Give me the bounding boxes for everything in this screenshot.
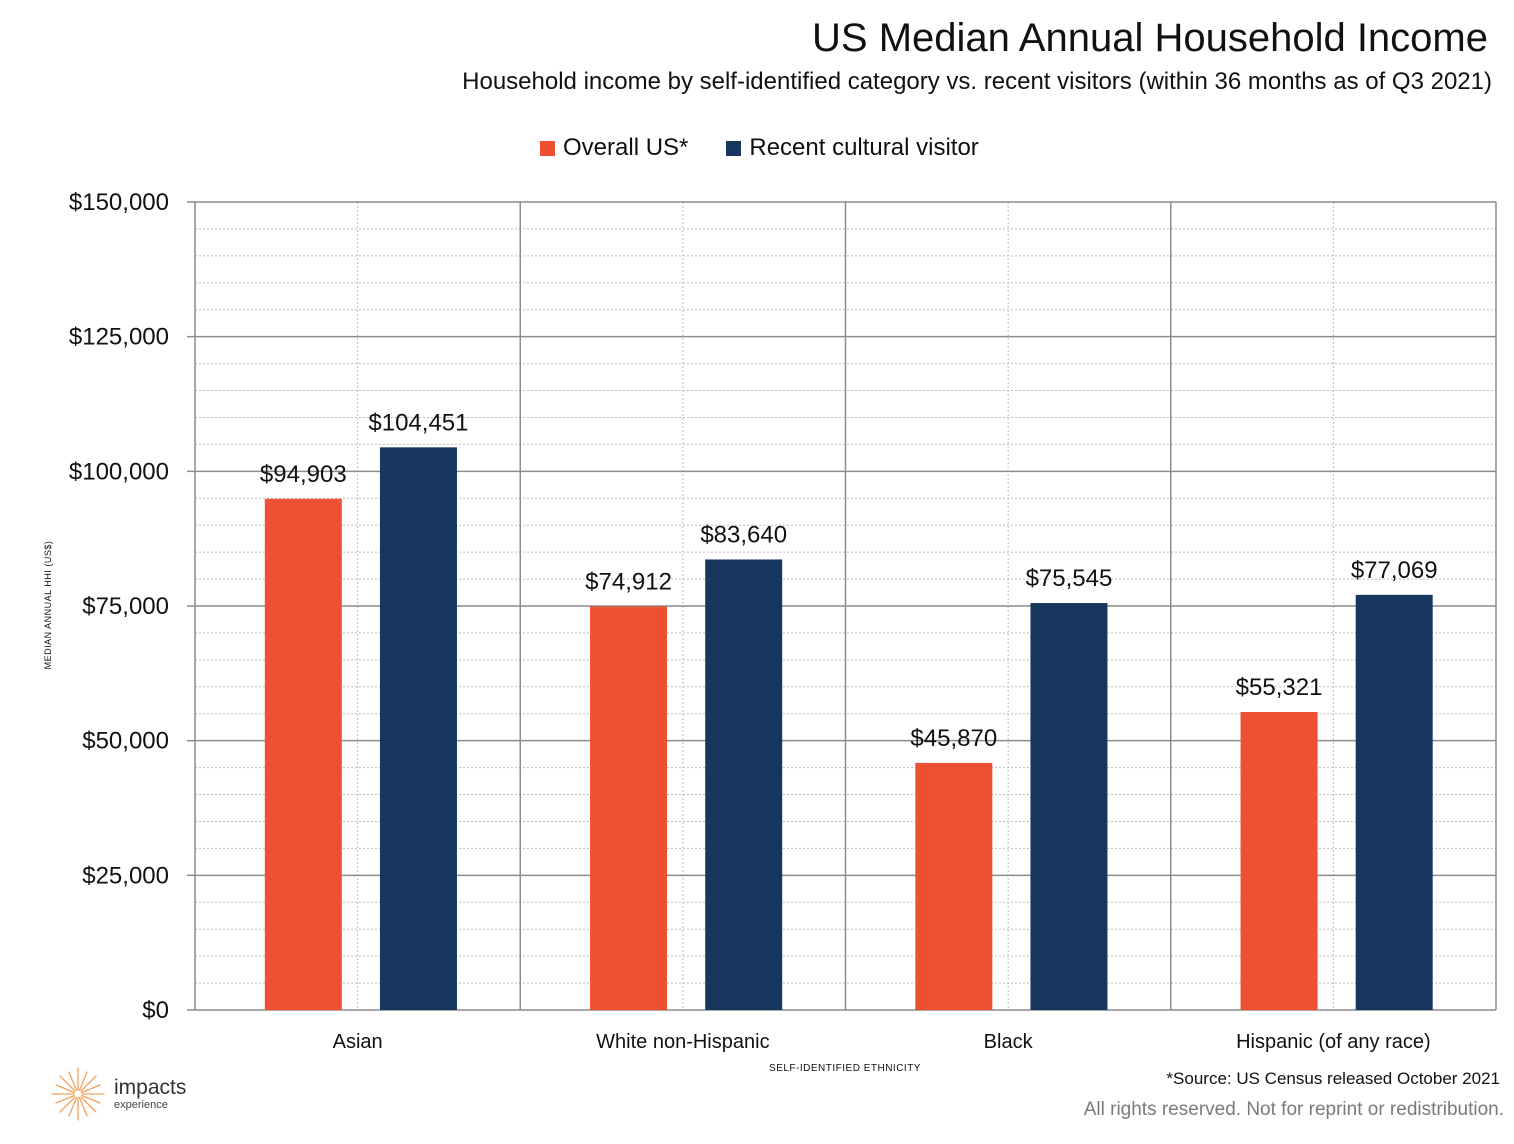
bar-value-label: $75,545 — [1026, 565, 1113, 592]
y-axis-label: MEDIAN ANNUAL HHI (US$) — [43, 540, 53, 670]
y-tick-label: $125,000 — [69, 324, 169, 351]
bar-value-label: $83,640 — [700, 521, 787, 548]
bar-value-label: $74,912 — [585, 568, 672, 595]
chart-subtitle: Household income by self-identified cate… — [462, 68, 1492, 95]
logo-subword: experience — [114, 1099, 168, 1111]
rights-note: All rights reserved. Not for reprint or … — [1083, 1099, 1504, 1120]
y-tick-label: $100,000 — [69, 458, 169, 485]
impacts-logo: impacts experience — [48, 1064, 186, 1124]
y-tick-label: $0 — [142, 997, 169, 1024]
legend-swatch-visitor — [726, 140, 742, 156]
bar-overall — [915, 762, 993, 1010]
sunburst-icon — [51, 1067, 105, 1121]
chart-title: US Median Annual Household Income — [812, 16, 1488, 60]
source-note: *Source: US Census released October 2021 — [1166, 1069, 1500, 1088]
legend: Overall US* Recent cultural visitor — [540, 134, 1017, 162]
legend-label-overall: Overall US* — [563, 134, 689, 161]
bar-value-label: $94,903 — [260, 461, 347, 488]
legend-label-visitor: Recent cultural visitor — [749, 134, 979, 161]
bar-overall — [264, 498, 342, 1010]
x-axis-label: SELF-IDENTIFIED ETHNICITY — [769, 1063, 921, 1074]
bar-value-label: $55,321 — [1236, 674, 1323, 701]
bar-visitor — [1030, 603, 1108, 1010]
y-tick-label: $50,000 — [82, 728, 169, 755]
bar-value-label: $45,870 — [910, 725, 997, 752]
y-tick-label: $150,000 — [69, 189, 169, 216]
legend-item-overall: Overall US* — [540, 134, 688, 162]
bar-overall — [1240, 712, 1318, 1010]
x-tick-label: White non-Hispanic — [596, 1031, 769, 1053]
bar-value-label: $77,069 — [1351, 557, 1438, 584]
logo-word: impacts — [114, 1076, 187, 1099]
legend-swatch-overall — [540, 140, 555, 156]
y-tick-label: $25,000 — [82, 862, 169, 889]
x-tick-label: Black — [984, 1031, 1034, 1053]
y-tick-label: $75,000 — [82, 593, 169, 620]
legend-item-visitor: Recent cultural visitor — [726, 134, 979, 162]
bar-visitor — [379, 447, 457, 1010]
bar-visitor — [1355, 594, 1433, 1010]
x-tick-label: Asian — [333, 1031, 383, 1053]
x-tick-label: Hispanic (of any race) — [1236, 1031, 1431, 1053]
bar-value-label: $104,451 — [368, 409, 468, 436]
bar-visitor — [705, 559, 783, 1010]
bar-overall — [590, 606, 668, 1010]
